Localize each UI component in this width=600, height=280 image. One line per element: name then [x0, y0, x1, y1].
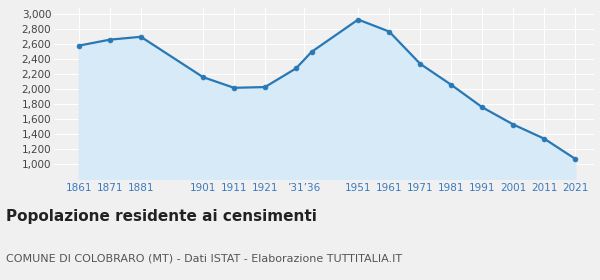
Text: Popolazione residente ai censimenti: Popolazione residente ai censimenti: [6, 209, 317, 224]
Text: COMUNE DI COLOBRARO (MT) - Dati ISTAT - Elaborazione TUTTITALIA.IT: COMUNE DI COLOBRARO (MT) - Dati ISTAT - …: [6, 253, 402, 263]
